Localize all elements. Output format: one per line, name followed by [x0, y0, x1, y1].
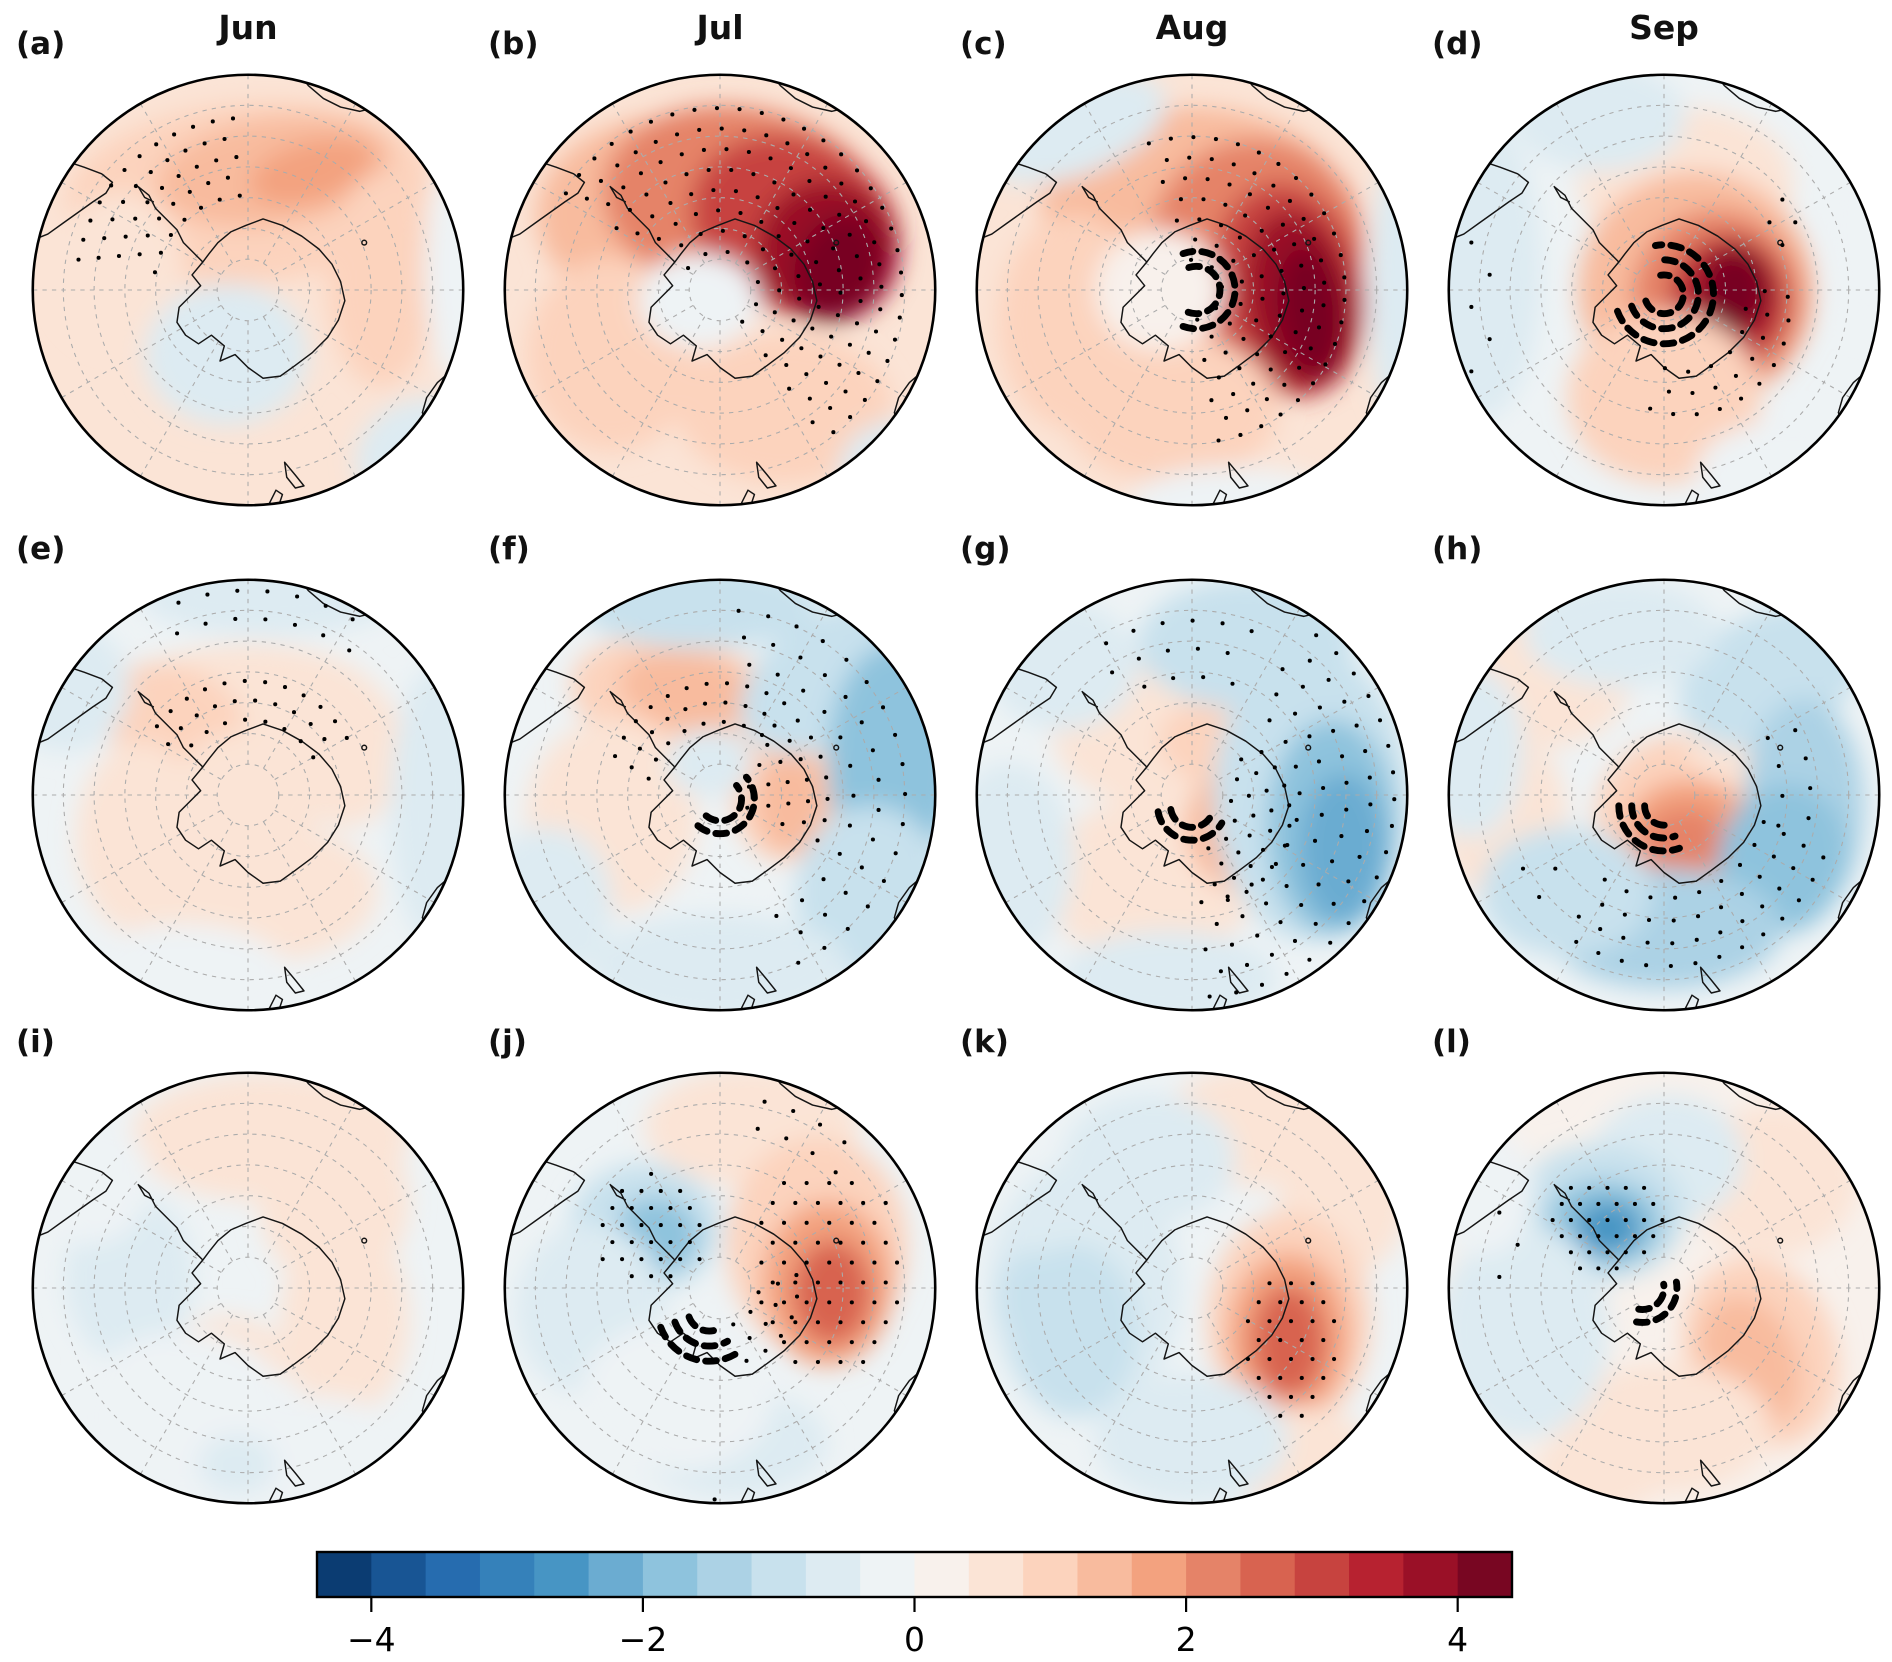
svg-text:−2: −2	[619, 1620, 668, 1659]
panel-label-l: (l)	[1432, 1024, 1471, 1060]
map-panel-b	[503, 73, 937, 507]
svg-text:0: 0	[904, 1620, 925, 1659]
svg-text:−4: −4	[347, 1620, 396, 1659]
panel-label-a: (a)	[16, 26, 66, 62]
map-panel-g	[975, 578, 1409, 1012]
map-panel-a	[31, 73, 465, 507]
map-panel-e	[31, 578, 465, 1012]
map-panel-h	[1447, 578, 1881, 1012]
map-panel-i	[31, 1071, 465, 1505]
column-header-sep: Sep	[1629, 8, 1699, 47]
colorbar: −4 −2 0 2 4	[315, 1550, 1514, 1659]
column-header-aug: Aug	[1155, 8, 1229, 47]
column-header-jun: Jun	[218, 8, 278, 47]
panel-label-c: (c)	[960, 26, 1007, 62]
panel-label-g: (g)	[960, 531, 1011, 567]
panel-label-i: (i)	[16, 1024, 55, 1060]
panel-label-f: (f)	[488, 531, 530, 567]
svg-text:2: 2	[1176, 1620, 1197, 1659]
panel-label-e: (e)	[16, 531, 66, 567]
svg-text:4: 4	[1447, 1620, 1468, 1659]
map-panel-d	[1447, 73, 1881, 507]
map-panel-f	[503, 578, 937, 1012]
panel-label-j: (j)	[488, 1024, 527, 1060]
panel-label-d: (d)	[1432, 26, 1483, 62]
column-header-jul: Jul	[696, 8, 744, 47]
map-panel-l	[1447, 1071, 1881, 1505]
panel-label-b: (b)	[488, 26, 539, 62]
panel-label-k: (k)	[960, 1024, 1009, 1060]
map-panel-c	[975, 73, 1409, 507]
map-panel-j	[503, 1071, 937, 1505]
map-panel-k	[975, 1071, 1409, 1505]
panel-label-h: (h)	[1432, 531, 1483, 567]
